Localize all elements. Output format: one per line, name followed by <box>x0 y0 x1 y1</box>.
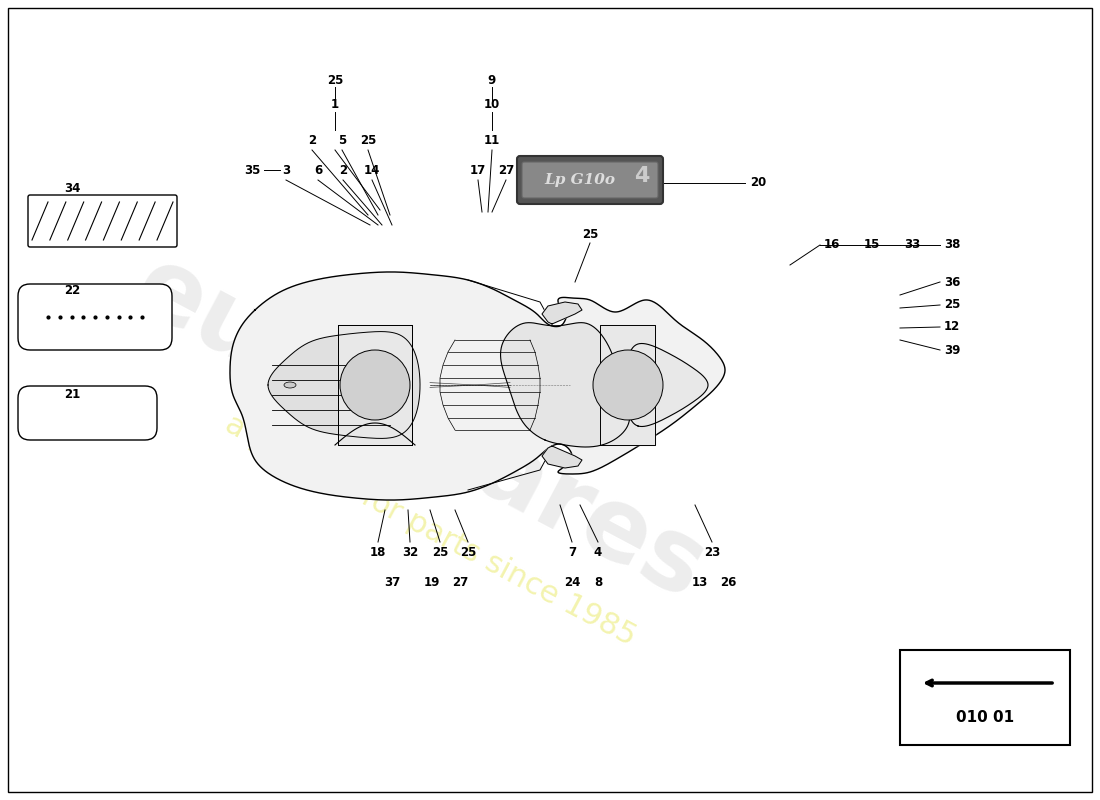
Text: 36: 36 <box>944 275 960 289</box>
Text: 010 01: 010 01 <box>956 710 1014 725</box>
Text: 22: 22 <box>64 283 80 297</box>
Text: a passion for parts since 1985: a passion for parts since 1985 <box>220 409 640 651</box>
Text: 34: 34 <box>64 182 80 194</box>
Polygon shape <box>230 272 725 500</box>
Text: 38: 38 <box>944 238 960 251</box>
Ellipse shape <box>284 382 296 388</box>
Polygon shape <box>600 325 654 445</box>
FancyBboxPatch shape <box>18 386 157 440</box>
Text: 35: 35 <box>244 163 261 177</box>
Text: 17: 17 <box>470 163 486 177</box>
Text: 16: 16 <box>824 238 840 251</box>
Text: 25: 25 <box>944 298 960 311</box>
Text: 24: 24 <box>564 575 580 589</box>
FancyBboxPatch shape <box>522 162 658 198</box>
Text: 25: 25 <box>360 134 376 146</box>
Text: 8: 8 <box>594 575 602 589</box>
Text: 2: 2 <box>339 163 348 177</box>
Text: 3: 3 <box>282 163 290 177</box>
Polygon shape <box>542 302 582 324</box>
Text: 15: 15 <box>864 238 880 251</box>
Text: 23: 23 <box>704 546 720 558</box>
Text: 32: 32 <box>402 546 418 558</box>
Text: 2: 2 <box>308 134 316 146</box>
Text: 25: 25 <box>582 229 598 242</box>
Text: 4: 4 <box>594 546 602 558</box>
Polygon shape <box>542 446 582 468</box>
Text: 1: 1 <box>331 98 339 111</box>
FancyBboxPatch shape <box>517 156 663 204</box>
Polygon shape <box>268 331 420 438</box>
FancyBboxPatch shape <box>28 195 177 247</box>
Circle shape <box>340 350 410 420</box>
Text: 25: 25 <box>327 74 343 86</box>
Text: 19: 19 <box>424 575 440 589</box>
Text: 26: 26 <box>719 575 736 589</box>
Text: 20: 20 <box>750 177 766 190</box>
Text: 11: 11 <box>484 134 500 146</box>
Circle shape <box>593 350 663 420</box>
Text: 25: 25 <box>432 546 448 558</box>
Text: 14: 14 <box>364 163 381 177</box>
Text: 21: 21 <box>64 389 80 402</box>
Polygon shape <box>626 343 708 426</box>
Polygon shape <box>338 325 412 445</box>
Text: 10: 10 <box>484 98 500 111</box>
Text: 4: 4 <box>635 166 650 186</box>
Text: 37: 37 <box>384 575 400 589</box>
Text: 27: 27 <box>452 575 469 589</box>
Text: eurospares: eurospares <box>118 238 722 622</box>
Text: 9: 9 <box>488 74 496 86</box>
Text: 6: 6 <box>314 163 322 177</box>
Text: 12: 12 <box>944 321 960 334</box>
Text: 39: 39 <box>944 343 960 357</box>
FancyBboxPatch shape <box>18 284 172 350</box>
Text: 25: 25 <box>460 546 476 558</box>
Text: 33: 33 <box>904 238 920 251</box>
Text: Lp G10o: Lp G10o <box>544 173 616 187</box>
Text: 18: 18 <box>370 546 386 558</box>
Text: 5: 5 <box>338 134 346 146</box>
Text: 7: 7 <box>568 546 576 558</box>
Text: 27: 27 <box>498 163 514 177</box>
Text: 13: 13 <box>692 575 708 589</box>
Polygon shape <box>500 322 629 447</box>
FancyBboxPatch shape <box>900 650 1070 745</box>
